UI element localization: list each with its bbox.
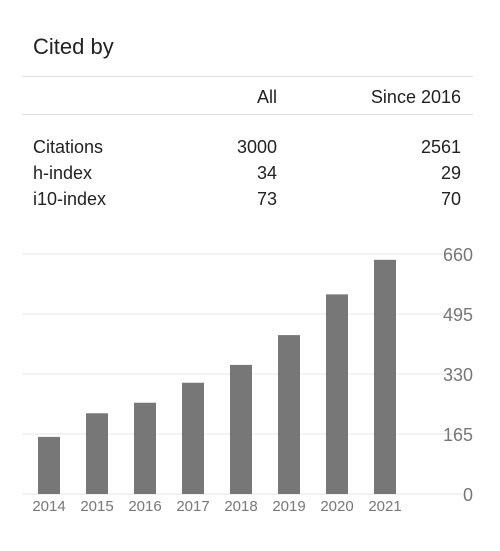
x-tick-label: 2017 <box>176 498 209 515</box>
row-value-all: 3000 <box>236 137 277 157</box>
table-row-citations: Citations 3000 2561 <box>22 134 473 160</box>
citation-stats-table: All Since 2016 Citations 3000 2561 h-ind… <box>22 77 473 209</box>
column-since-header[interactable]: Since 2016 <box>370 87 461 107</box>
x-tick-label: 2020 <box>320 498 353 515</box>
row-value-all: 73 <box>256 189 277 209</box>
y-tick-label: 660 <box>443 245 473 265</box>
row-value-since: 70 <box>440 189 461 209</box>
bar-2015[interactable] <box>86 413 108 494</box>
bar-2021[interactable] <box>374 259 396 494</box>
x-tick-label: 2019 <box>272 498 305 515</box>
row-label: i10-index <box>33 189 107 209</box>
header-divider <box>22 76 473 77</box>
x-tick-label: 2018 <box>224 498 257 515</box>
bar-2019[interactable] <box>278 335 300 494</box>
bar-2020[interactable] <box>326 294 348 494</box>
bar-2018[interactable] <box>230 364 252 494</box>
citations-per-year-chart: 0 165 330 495 660 2014 2015 2016 2017 2018 2019 202… <box>22 245 473 515</box>
row-label: h-index <box>33 163 93 183</box>
y-tick-label: 165 <box>443 425 473 445</box>
bar-2014[interactable] <box>38 436 60 494</box>
x-tick-label: 2016 <box>128 498 161 515</box>
column-divider <box>22 114 473 115</box>
x-tick-label: 2021 <box>368 498 401 515</box>
x-tick-label: 2015 <box>80 498 113 515</box>
column-all-header[interactable]: All <box>256 87 277 107</box>
row-value-since: 2561 <box>420 137 461 157</box>
table-row-i10-index: i10-index 73 70 <box>22 186 473 212</box>
row-value-since: 29 <box>440 163 461 183</box>
row-label: Citations <box>33 137 104 157</box>
y-tick-label: 330 <box>443 365 473 385</box>
row-value-all: 34 <box>256 163 277 183</box>
y-tick-label: 0 <box>463 485 473 505</box>
bar-2017[interactable] <box>182 382 204 494</box>
table-header-row: All Since 2016 <box>22 84 473 110</box>
cited-by-title: Cited by <box>33 34 114 59</box>
x-tick-label: 2014 <box>32 498 65 515</box>
table-row-h-index: h-index 34 29 <box>22 160 473 186</box>
y-tick-label: 495 <box>443 305 473 325</box>
bar-2016[interactable] <box>134 402 156 494</box>
